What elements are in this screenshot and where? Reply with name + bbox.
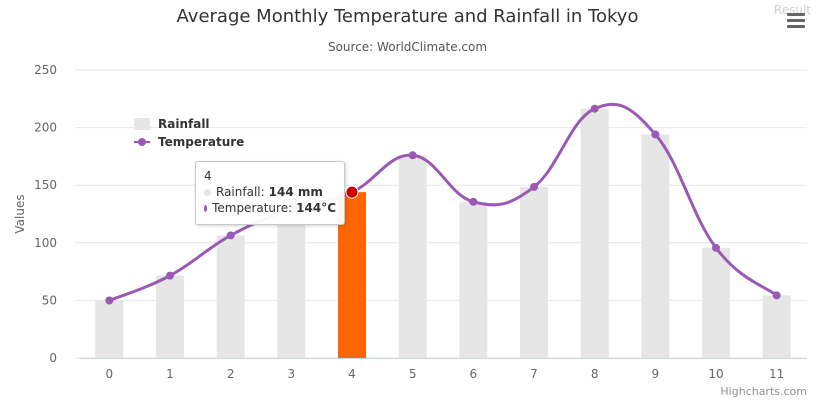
x-tick-label: 5 xyxy=(409,367,417,381)
x-tick-label: 7 xyxy=(530,367,538,381)
y-tick-label: 150 xyxy=(34,178,57,192)
temperature-swatch xyxy=(134,136,150,148)
rainfall-bar[interactable] xyxy=(580,108,609,358)
tooltip-label-temperature: Temperature: xyxy=(212,201,293,215)
tooltip: 4 Rainfall: 144 mm Temperature: 144°C xyxy=(195,161,345,225)
temperature-point[interactable] xyxy=(226,231,235,240)
rainfall-bar[interactable] xyxy=(216,235,245,358)
rainfall-bar[interactable] xyxy=(398,155,427,358)
chart-subtitle: Source: WorldClimate.com xyxy=(327,40,488,54)
rainfall-bar[interactable] xyxy=(459,201,488,358)
legend-label-rainfall: Rainfall xyxy=(158,117,210,131)
x-tick-label: 9 xyxy=(652,367,660,381)
y-tick-label: 100 xyxy=(34,236,57,250)
y-axis-ticks: 0 50 100 150 200 250 xyxy=(34,63,57,365)
temperature-point[interactable] xyxy=(651,130,660,139)
legend-item-rainfall[interactable]: Rainfall xyxy=(132,115,244,133)
legend: Rainfall Temperature xyxy=(132,115,244,151)
x-tick-label: 11 xyxy=(769,367,784,381)
rainfall-bar[interactable] xyxy=(641,134,670,358)
rainfall-bar[interactable] xyxy=(762,295,791,358)
temperature-point[interactable] xyxy=(105,296,114,305)
tooltip-value-temperature: 144°C xyxy=(296,201,336,215)
y-tick-label: 250 xyxy=(34,63,57,77)
x-tick-label: 3 xyxy=(288,367,296,381)
tooltip-row-temperature: Temperature: 144°C xyxy=(204,200,336,216)
x-tick-label: 4 xyxy=(348,367,356,381)
chart-title: Average Monthly Temperature and Rainfall… xyxy=(176,6,639,27)
credits-link[interactable]: Highcharts.com xyxy=(720,385,807,398)
temperature-point[interactable] xyxy=(590,104,599,113)
rainfall-bar[interactable] xyxy=(95,300,124,358)
tooltip-dot-temperature xyxy=(204,204,208,212)
tooltip-header: 4 xyxy=(204,169,212,183)
x-tick-label: 8 xyxy=(591,367,599,381)
rainfall-bar[interactable] xyxy=(702,247,730,358)
temperature-point[interactable] xyxy=(166,271,174,280)
menu-icon[interactable] xyxy=(787,13,805,28)
temperature-point[interactable] xyxy=(712,243,720,252)
rainfall-swatch xyxy=(134,118,150,130)
rainfall-bar[interactable] xyxy=(520,186,548,358)
bar-series xyxy=(95,108,791,358)
x-tick-label: 1 xyxy=(166,367,174,381)
legend-label-temperature: Temperature xyxy=(158,135,245,149)
temperature-point[interactable] xyxy=(469,197,478,206)
y-tick-label: 200 xyxy=(34,121,57,135)
x-tick-label: 2 xyxy=(227,367,235,381)
rainfall-bar[interactable] xyxy=(277,209,306,358)
tooltip-label-rainfall: Rainfall: xyxy=(216,185,265,199)
x-tick-label: 10 xyxy=(708,367,723,381)
y-tick-label: 50 xyxy=(42,293,57,307)
tooltip-row-rainfall: Rainfall: 144 mm xyxy=(204,184,336,200)
temperature-point[interactable] xyxy=(772,291,781,300)
legend-item-temperature[interactable]: Temperature xyxy=(132,133,244,151)
temperature-point[interactable] xyxy=(408,151,417,160)
y-tick-label: 0 xyxy=(49,351,57,365)
tooltip-dot-rainfall xyxy=(204,188,211,196)
x-axis-ticks: 0 1 2 3 4 5 6 7 8 9 10 11 xyxy=(79,358,807,381)
x-tick-label: 6 xyxy=(470,367,478,381)
temperature-points xyxy=(105,104,781,305)
temperature-point[interactable] xyxy=(345,185,359,199)
rainfall-bar[interactable] xyxy=(156,275,184,358)
y-axis-label: Values xyxy=(13,194,27,233)
temperature-point[interactable] xyxy=(530,182,538,191)
tooltip-value-rainfall: 144 mm xyxy=(268,185,323,199)
x-tick-label: 0 xyxy=(106,367,114,381)
